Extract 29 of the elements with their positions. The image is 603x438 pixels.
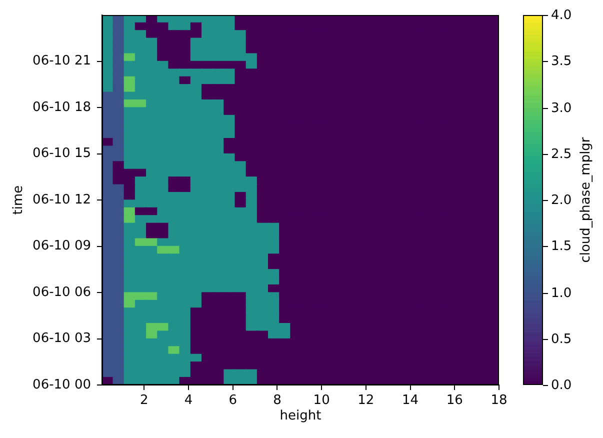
color-bar-title: cloud_phase_mplgr — [578, 136, 594, 263]
x-tick-label: 10 — [313, 393, 330, 408]
y-tick-label: 06-10 03 — [32, 331, 91, 346]
x-tick-label: 16 — [446, 393, 463, 408]
color-bar-label: 3.5 — [551, 54, 572, 69]
y-tick-label: 06-10 18 — [32, 100, 91, 115]
y-tick-label: 06-10 21 — [32, 54, 91, 69]
x-tick-label: 14 — [402, 393, 419, 408]
color-bar-label: 1.5 — [551, 238, 572, 254]
y-tick-label: 06-10 09 — [32, 238, 91, 254]
x-tick-label: 8 — [273, 393, 282, 408]
x-tick-label: 6 — [228, 393, 237, 408]
color-bar-label: 2.0 — [551, 192, 572, 208]
y-tick-label: 06-10 15 — [32, 146, 91, 162]
color-bar-label: 1.0 — [551, 286, 572, 301]
x-tick-label: 12 — [358, 393, 374, 408]
color-bar-label: 0.0 — [551, 378, 572, 393]
y-tick-label: 06-10 00 — [32, 377, 91, 392]
color-bar-label: 0.5 — [551, 332, 572, 347]
x-axis-title: height — [280, 408, 322, 424]
x-tick-label: 2 — [140, 393, 148, 408]
color-bar-label: 3.0 — [551, 100, 572, 116]
x-tick-label: 18 — [490, 393, 508, 408]
y-tick-label: 06-10 12 — [32, 192, 91, 208]
y-axis-title: time — [11, 185, 26, 215]
color-bar-label: 2.5 — [551, 146, 572, 162]
x-tick-label: 4 — [184, 393, 193, 408]
y-tick-label: 06-10 06 — [32, 284, 91, 300]
color-bar-label: 4.0 — [551, 8, 572, 23]
